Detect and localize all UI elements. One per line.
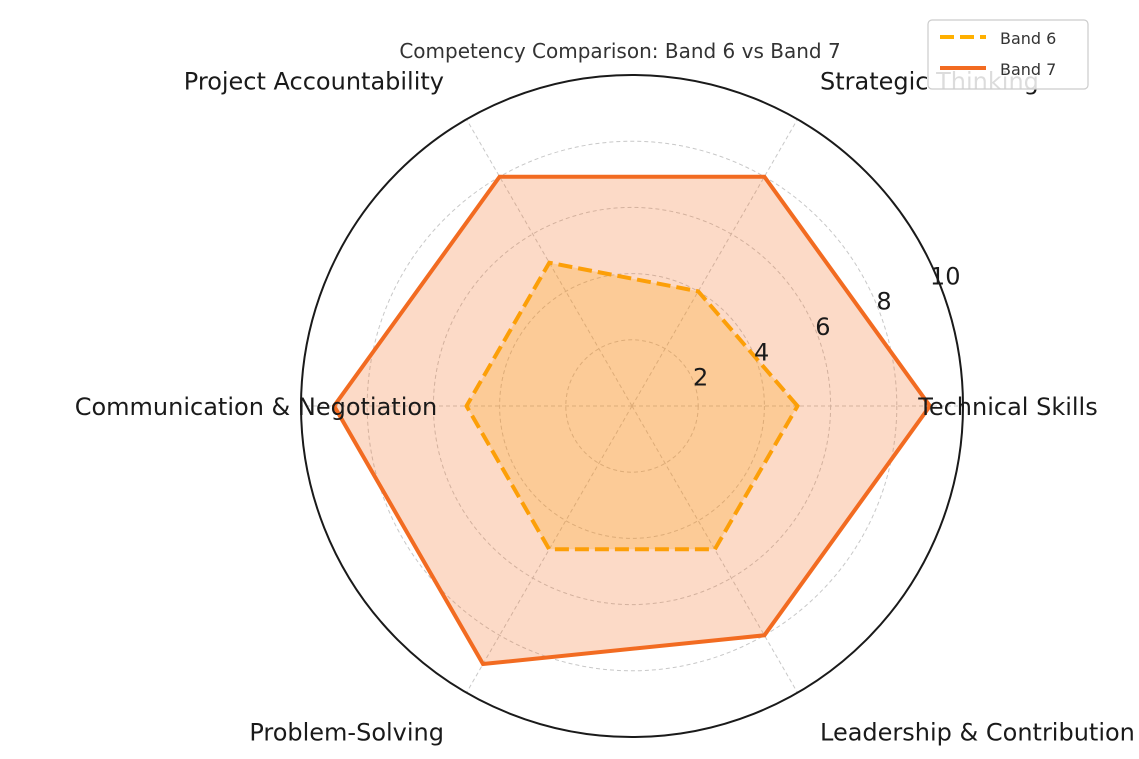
category-label-communication-negotiation: Communication & Negotiation	[75, 393, 438, 421]
category-label-technical-skills: Technical Skills	[917, 393, 1097, 421]
grid	[300, 74, 964, 738]
r-tick-label-8: 8	[876, 288, 891, 316]
grid-spoke-5	[631, 405, 798, 693]
category-label-problem-solving: Problem-Solving	[249, 719, 444, 747]
grid-spoke-4	[466, 405, 633, 693]
series-layer	[331, 174, 933, 667]
legend-label-band-7: Band 7	[1000, 60, 1056, 79]
grid-circle-1	[499, 273, 765, 539]
category-label-leadership-contribution: Leadership & Contribution	[820, 719, 1135, 747]
r-tick-label-10: 10	[930, 262, 961, 290]
series-band-6-polygon	[464, 260, 800, 552]
outer-frame-circle	[300, 74, 964, 738]
r-tick-label-2: 2	[693, 364, 708, 392]
r-tick-label-6: 6	[815, 313, 830, 341]
r-tick-label-4: 4	[754, 338, 769, 366]
category-label-project-accountability: Project Accountability	[184, 67, 444, 95]
grid-circle-3	[366, 140, 898, 672]
chart-title: Competency Comparison: Band 6 vs Band 7	[399, 39, 840, 63]
radial-ticks: 2 4 6 8 10	[693, 262, 961, 391]
grid-spoke-1	[631, 119, 798, 407]
legend: Band 6 Band 7	[927, 19, 1089, 90]
legend-label-band-6: Band 6	[1000, 29, 1056, 48]
series-band-7-polygon	[331, 174, 933, 667]
grid-spoke-2	[466, 119, 633, 407]
